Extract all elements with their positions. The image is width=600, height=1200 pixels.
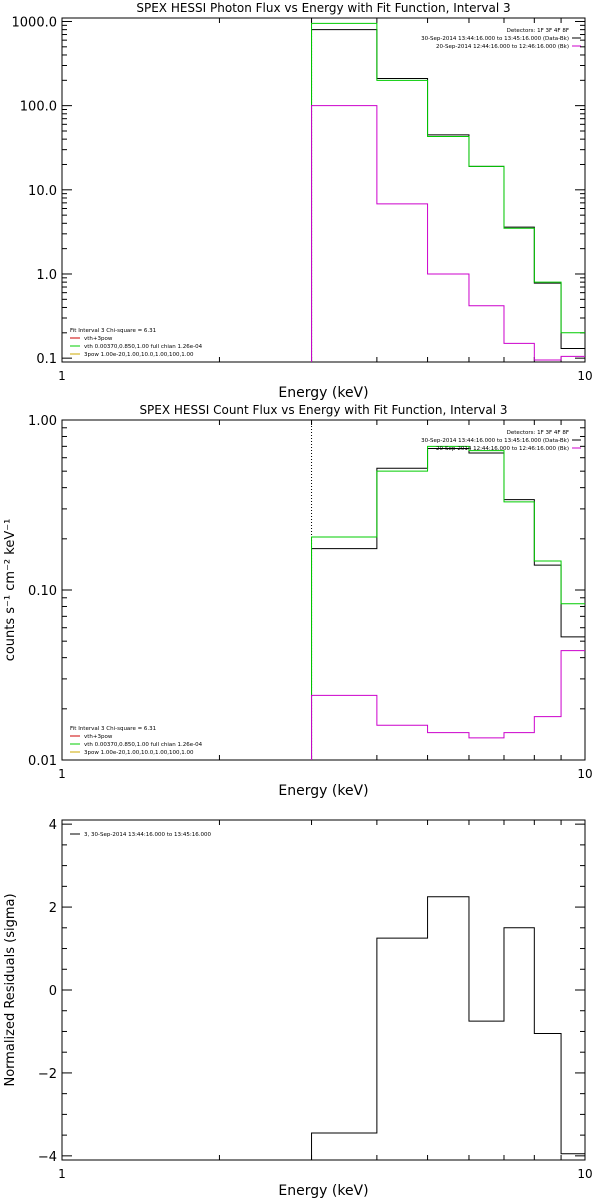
x-tick-label: 10 — [577, 1167, 592, 1181]
y-tick-label: 10.0 — [28, 184, 57, 199]
legend-entry: vth 0.00370,0.850,1.00 full chian 1.26e-… — [84, 742, 203, 748]
chart-title: SPEX HESSI Photon Flux vs Energy with Fi… — [136, 1, 510, 15]
x-axis-label: Energy (keV) — [278, 385, 368, 401]
plot-frame — [61, 17, 586, 363]
x-tick-label: 10 — [577, 369, 592, 383]
legend-entry: Fit Interval 3 Chi-square = 6.31 — [70, 726, 156, 732]
x-tick-label: 1 — [58, 767, 66, 781]
plot-data — [311, 420, 585, 760]
series-3-line — [311, 105, 585, 362]
legend-entry: vth+3pow — [84, 734, 113, 740]
legend-entry: 20-Sep-2014 12:44:16.000 to 12:46:16.000… — [436, 446, 569, 452]
y-tick-label: 2 — [49, 901, 57, 916]
legend-entry: 3, 30-Sep-2014 13:44:16.000 to 13:45:16.… — [84, 832, 211, 838]
chart-title: SPEX HESSI Count Flux vs Energy with Fit… — [139, 403, 507, 417]
series-1-line — [311, 447, 585, 760]
y-axis-label: Normalized Residuals (sigma) — [3, 893, 18, 1086]
y-tick-label: 1000.0 — [12, 15, 58, 30]
legend-entry: 30-Sep-2014 13:44:16.000 to 13:45:16.000… — [421, 36, 569, 42]
y-tick-label: −2 — [38, 1067, 57, 1082]
series-1-line — [311, 29, 585, 362]
y-tick-label: 100.0 — [20, 100, 57, 115]
y-tick-label: 4 — [49, 818, 57, 833]
plot-data — [311, 18, 585, 362]
chart-panel-3: 1 10 Energy (keV) −4 −2 0 2 4 Normalized Residua… — [3, 818, 593, 1199]
x-tick-label: 10 — [577, 767, 592, 781]
x-tick-label: 1 — [58, 1167, 66, 1181]
legend-entry: Detectors: 1F 3F 4F 8F — [507, 430, 569, 436]
series-2-line — [311, 445, 585, 760]
y-tick-label: 0 — [49, 984, 57, 999]
y-tick-label: 0.01 — [28, 754, 57, 769]
series-1-line — [311, 896, 585, 1160]
legend-entry: vth 0.00370,0.850,1.00 full chian 1.26e-… — [84, 344, 203, 350]
y-tick-label: 0.1 — [36, 352, 57, 367]
y-tick-label: 1.00 — [28, 414, 57, 429]
legend-entry: Fit Interval 3 Chi-square = 6.31 — [70, 328, 156, 334]
series-3-line — [311, 650, 585, 760]
x-tick-label: 1 — [58, 369, 66, 383]
legend-entry: 20-Sep-2014 12:44:16.000 to 12:46:16.000… — [436, 44, 569, 50]
y-tick-label: 1.0 — [36, 268, 57, 283]
legend-entry: 30-Sep-2014 13:44:16.000 to 13:45:16.000… — [421, 438, 569, 444]
y-tick-label: −4 — [38, 1150, 57, 1165]
chart-panel-2: SPEX HESSI Count Flux vs Energy with Fit… — [3, 403, 593, 799]
plot-data — [311, 896, 585, 1160]
y-tick-label: 0.10 — [28, 584, 57, 599]
x-axis-label: Energy (keV) — [278, 783, 368, 799]
legend-entry: 3pow 1.00e-20,1.00,10.0,1.00,100,1.00 — [84, 750, 194, 756]
legend-entry: 3pow 1.00e-20,1.00,10.0,1.00,100,1.00 — [84, 352, 194, 358]
plot-frame — [61, 419, 586, 761]
x-axis-label: Energy (keV) — [278, 1183, 368, 1199]
y-axis-label: counts s⁻¹ cm⁻² keV⁻¹ — [3, 519, 18, 662]
legend-entry: vth+3pow — [84, 336, 113, 342]
legend-entry: Detectors: 1F 3F 4F 8F — [507, 28, 569, 34]
series-2-line — [311, 22, 585, 362]
chart-panel-1: SPEX HESSI Photon Flux vs Energy with Fi… — [12, 1, 593, 401]
plot-frame — [61, 819, 586, 1161]
